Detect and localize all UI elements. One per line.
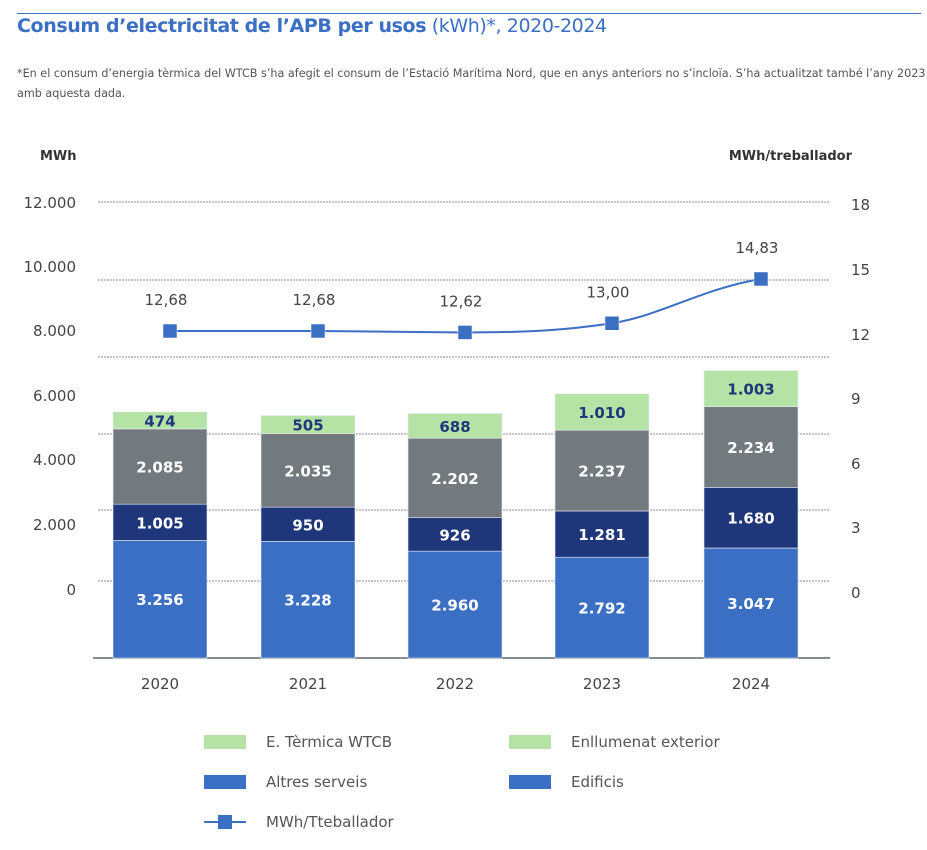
bar-segment-enllumenat-exterior [703, 370, 799, 408]
line-data-label: 12,68 [145, 291, 188, 309]
bar-segment-edificis [260, 541, 356, 659]
legend-item: E. Tèrmica WTCB [204, 733, 392, 751]
y-left-tick: 10.000 [24, 258, 77, 276]
bar-segment-e-t-rmica-wtcb [554, 429, 650, 512]
line-marker [310, 323, 326, 339]
y-left-tick: 0 [66, 581, 76, 599]
data-label: 2.234 [727, 439, 774, 457]
data-label: 2.202 [431, 470, 478, 488]
bar-segment-altres-serveis [407, 517, 503, 552]
data-label: 505 [292, 417, 323, 435]
legend-item: MWh/Tteballador [204, 813, 394, 831]
data-label: 2.237 [578, 463, 625, 481]
y-right-tick: 18 [851, 196, 870, 214]
data-label: 1.281 [578, 526, 625, 544]
bar-segment-altres-serveis [703, 487, 799, 549]
bar-segment-enllumenat-exterior [112, 411, 208, 430]
data-label: 1.680 [727, 510, 774, 528]
legend-item: Enllumenat exterior [509, 733, 720, 751]
bar-segment-edificis [407, 550, 503, 659]
data-label: 950 [292, 516, 323, 534]
y-right-tick: 9 [851, 390, 861, 408]
bar-segment-altres-serveis [260, 506, 356, 542]
line-marker [162, 323, 178, 339]
bar-segment-e-t-rmica-wtcb [112, 428, 208, 505]
data-label: 926 [439, 526, 470, 544]
bar-segment-e-t-rmica-wtcb [260, 433, 356, 508]
footnote: *En el consum d’energia tèrmica del WTCB… [17, 67, 926, 100]
y-left-tick: 6.000 [33, 387, 76, 405]
y-left-tick: 2.000 [33, 516, 76, 534]
y-right-tick: 6 [851, 455, 861, 473]
bar-segment-edificis [703, 547, 799, 659]
line-marker [457, 325, 473, 340]
legend-swatch [204, 775, 246, 789]
bar-segment-altres-serveis [112, 503, 208, 541]
chart-title: Consum d’electricitat de l’APB per usos … [17, 15, 607, 37]
data-label: 1.010 [578, 404, 625, 422]
legend-swatch [509, 735, 551, 749]
legend-swatch [509, 775, 551, 789]
data-label: 474 [144, 412, 175, 430]
x-tick: 2020 [141, 675, 179, 693]
data-label: 2.792 [578, 600, 625, 618]
y-left-tick: 12.000 [24, 194, 77, 212]
bar-segment-edificis [554, 556, 650, 659]
x-tick: 2022 [436, 675, 474, 693]
title-main: Consum d’electricitat de l’APB per usos [17, 15, 427, 37]
legend-label: Enllumenat exterior [571, 733, 720, 751]
legend-item: Edificis [509, 773, 624, 791]
x-tick: 2024 [732, 675, 770, 693]
y-right-tick: 12 [851, 326, 870, 344]
legend-label: E. Tèrmica WTCB [266, 733, 393, 751]
data-label: 2.085 [136, 459, 183, 477]
y-left-tick: 8.000 [33, 322, 76, 340]
line-data-label: 14,83 [736, 239, 779, 257]
x-tick: 2023 [583, 675, 621, 693]
legend-item: Altres serveis [204, 773, 367, 791]
data-label: 2.035 [284, 462, 331, 480]
line-data-label: 12,62 [440, 292, 483, 310]
y-left-label: MWh [40, 149, 77, 164]
bar-segment-e-t-rmica-wtcb [407, 437, 503, 519]
data-label: 688 [439, 418, 470, 436]
title-unit: (kWh)*, 2020-2024 [426, 15, 607, 37]
data-label: 3.256 [136, 591, 183, 609]
legend-label: MWh/Tteballador [266, 813, 394, 831]
x-tick: 2021 [289, 675, 327, 693]
line-marker [753, 271, 769, 287]
bar-segment-enllumenat-exterior [260, 415, 356, 435]
data-label: 1.005 [136, 514, 183, 532]
bar-segment-e-t-rmica-wtcb [703, 406, 799, 488]
data-label: 3.228 [284, 592, 331, 610]
line-data-label: 13,00 [587, 283, 630, 301]
y-right-tick: 15 [851, 261, 870, 279]
y-right-tick: 0 [851, 584, 861, 602]
legend-label: Altres serveis [266, 773, 368, 791]
bar-segment-enllumenat-exterior [407, 413, 503, 439]
data-label: 1.003 [727, 381, 774, 399]
bar-segment-enllumenat-exterior [554, 393, 650, 431]
y-right-label: MWh/treballador [729, 149, 853, 164]
legend-label: Edificis [571, 773, 624, 791]
line-marker [604, 316, 620, 331]
legend-line-marker-icon [204, 815, 246, 829]
data-label: 2.960 [431, 597, 478, 615]
y-left-tick: 4.000 [33, 451, 76, 469]
bar-segment-edificis [112, 540, 208, 659]
y-right-tick: 3 [851, 519, 861, 537]
bar-segment-altres-serveis [554, 510, 650, 558]
data-label: 3.047 [727, 595, 774, 613]
line-data-label: 12,68 [293, 291, 336, 309]
legend-swatch [204, 735, 246, 749]
title-rule [17, 13, 921, 14]
